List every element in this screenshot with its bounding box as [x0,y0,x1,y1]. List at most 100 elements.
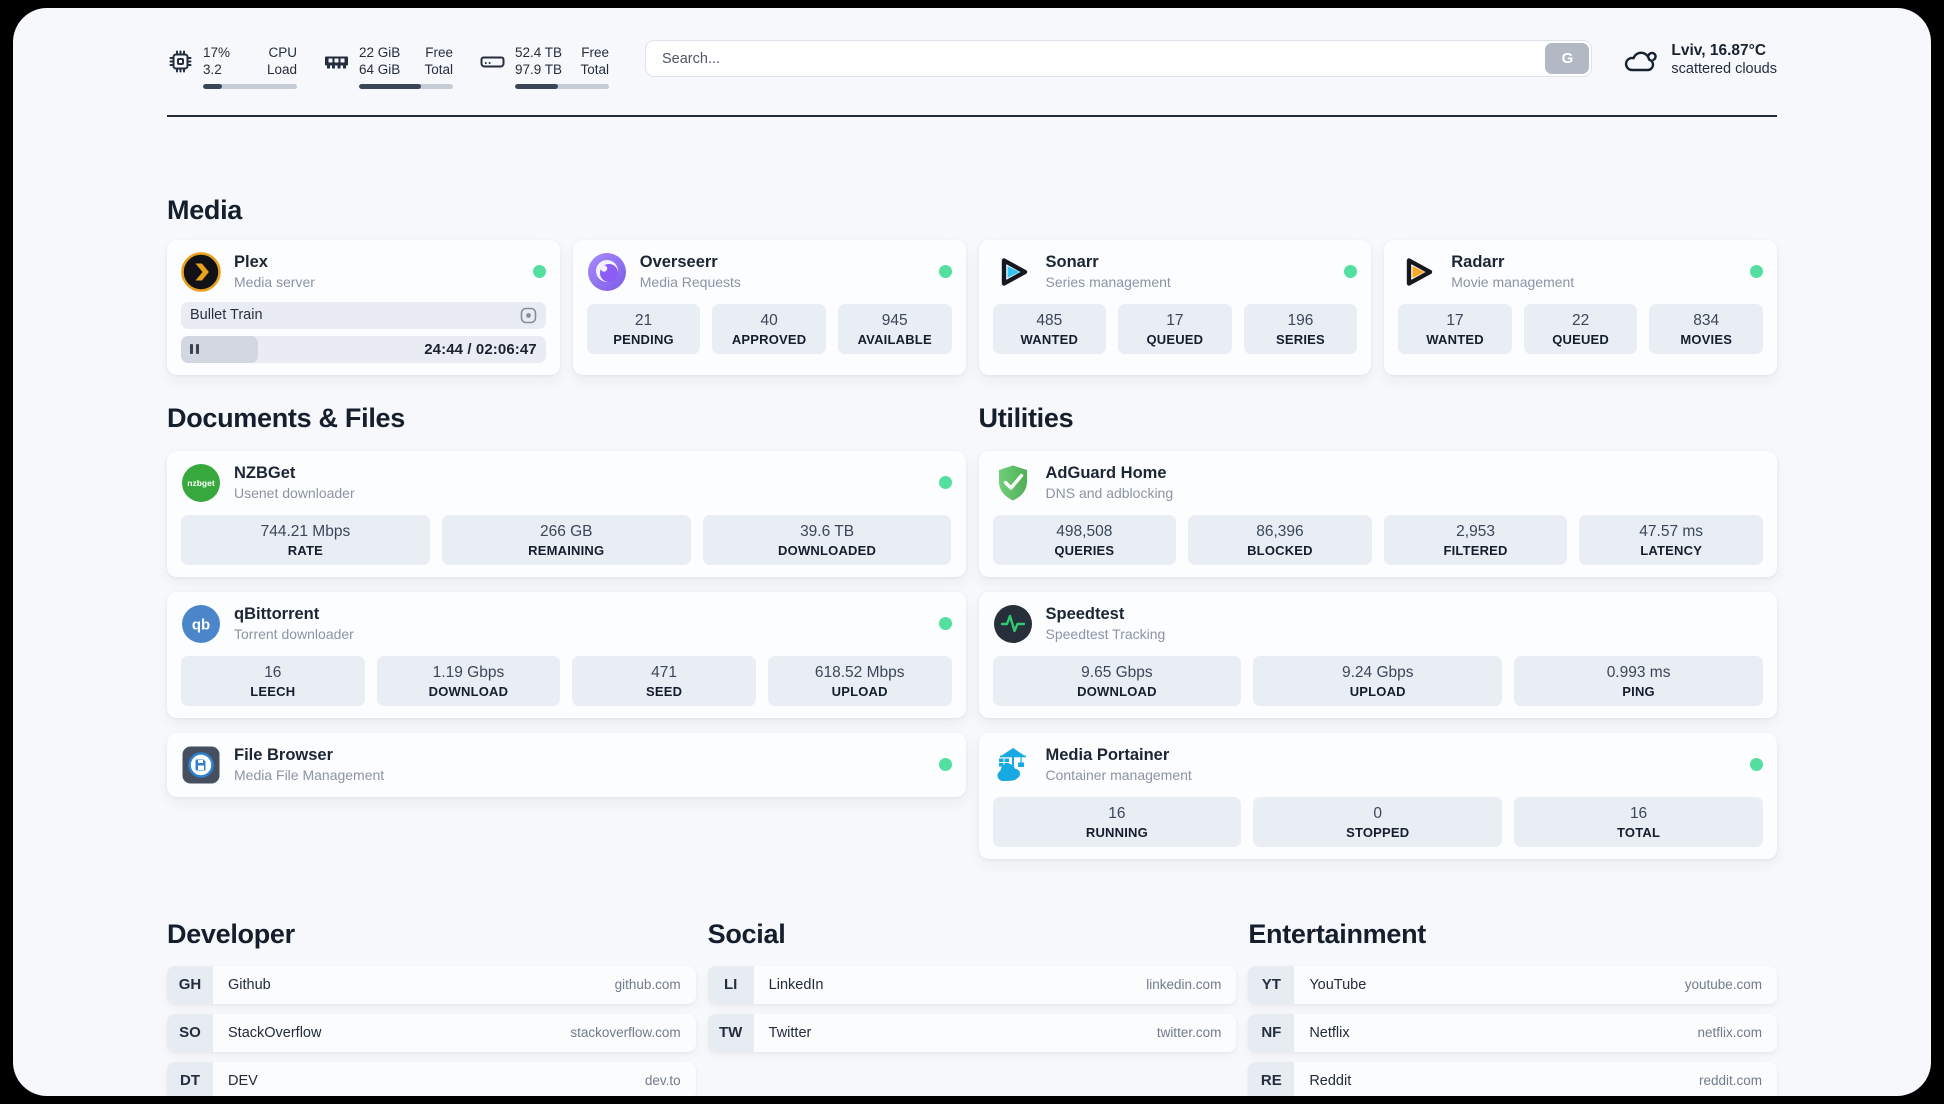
memory-free-value: 22 GiB [359,45,401,60]
status-dot [1750,265,1763,279]
bookmark-name: LinkedIn [768,976,824,993]
bookmark-column-entertainment: Entertainment YT YouTube youtube.com NF … [1248,919,1777,1096]
stat-wanted: 17 WANTED [1398,303,1512,354]
app-subtitle: Speedtest Tracking [1045,626,1166,643]
status-dot [1344,265,1358,279]
stat-downloaded: 39.6 TB DOWNLOADED [702,514,952,565]
app-subtitle: Media File Management [234,767,385,784]
bookmark-url: twitter.com [1156,1025,1222,1041]
weather-widget[interactable]: Lviv, 16.87°C scattered clouds [1622,40,1777,77]
adguard-icon [993,463,1033,503]
bookmark-initials: TW [707,1013,754,1052]
stat-seed: 471 SEED [572,655,756,706]
media-session-icon[interactable] [520,307,537,324]
stat-ping: 0.993 ms PING [1514,655,1763,706]
stat-download: 9.65 Gbps DOWNLOAD [992,655,1242,706]
app-subtitle: Media server [234,274,315,291]
stat-series: 196 SERIES [1243,303,1358,354]
now-playing-row: Bullet Train [181,301,546,329]
weather-location-temp: Lviv, 16.87°C [1671,42,1767,59]
stat-blocked: 86,396 BLOCKED [1188,514,1372,565]
memory-progress-bar [359,83,453,89]
bookmark-stackoverflow[interactable]: SO StackOverflow stackoverflow.com [167,1013,696,1052]
bookmark-url: reddit.com [1698,1073,1762,1089]
stat-download: 1.19 Gbps DOWNLOAD [376,655,561,706]
search-input[interactable] [645,40,1593,77]
svg-text:nzbget: nzbget [187,478,215,488]
filebrowser-icon [181,745,221,785]
bookmark-url: github.com [614,977,681,993]
bookmark-column-developer: Developer GH Github github.com SO StackO… [167,919,696,1096]
memory-free-label: Free [425,45,453,60]
bookmark-reddit[interactable]: RE Reddit reddit.com [1248,1061,1777,1096]
app-subtitle: DNS and adblocking [1045,485,1174,502]
section-title-developer: Developer [167,918,295,949]
app-card-plex[interactable]: Plex Media server Bullet Train [167,239,560,375]
stat-rate: 744.21 Mbps RATE [181,514,430,565]
bookmark-url: linkedin.com [1146,977,1222,993]
app-subtitle: Series management [1045,274,1171,291]
app-card-speedtest[interactable]: Speedtest Speedtest Tracking 9.65 Gbps DO… [978,591,1777,718]
section-title-entertainment: Entertainment [1248,918,1426,949]
status-dot [532,265,546,279]
bookmark-netflix[interactable]: NF Netflix netflix.com [1248,1013,1777,1052]
stat-available: 945 AVAILABLE [837,303,952,354]
bookmark-github[interactable]: GH Github github.com [167,965,696,1004]
bookmark-url: youtube.com [1684,977,1762,993]
section-title-social: Social [707,918,786,949]
bookmark-linkedin[interactable]: LI LinkedIn linkedin.com [707,965,1237,1004]
dashboard-page: 17% 3.2 CPU Load [13,8,1931,1096]
system-stat-memory: 22 GiB 64 GiB Free Total [323,44,453,89]
speedtest-icon [993,604,1033,644]
bookmark-initials: SO [167,1013,213,1052]
app-name: File Browser [234,746,334,765]
stat-running: 16 RUNNING [992,796,1242,847]
seek-bar[interactable]: 24:44 / 02:06:47 [181,335,546,363]
status-dot [938,617,952,631]
utilities-column: Utilities [978,402,1777,859]
system-stat-cpu: 17% 3.2 CPU Load [167,44,297,89]
app-card-sonarr[interactable]: Sonarr Series management 485 WANTED 17 QUE… [978,239,1372,375]
app-card-portainer[interactable]: Media Portainer Container management 16 R… [978,732,1777,859]
pause-button[interactable] [190,344,199,355]
bookmark-name: Twitter [768,1024,812,1041]
bookmark-name: StackOverflow [228,1024,322,1041]
app-card-qbittorrent[interactable]: qb qBittorrent Torrent downloader 16 LEEC… [167,591,966,718]
app-card-adguard[interactable]: AdGuard Home DNS and adblocking 498,508 Q… [978,450,1777,577]
bookmark-name: Reddit [1309,1072,1352,1089]
storage-total-label: Total [580,62,609,78]
plex-icon [181,251,221,292]
stat-pending: 21 PENDING [586,303,701,354]
app-subtitle: Movie management [1451,274,1575,291]
app-card-radarr[interactable]: Radarr Movie management 17 WANTED 22 QUEUE… [1384,239,1777,375]
storage-total-value: 97.9 TB [515,62,563,78]
stat-queued: 17 QUEUED [1118,303,1232,354]
stat-remaining: 266 GB REMAINING [441,514,691,565]
status-dot [1750,758,1763,772]
now-playing-title: Bullet Train [190,307,263,324]
app-card-nzbget[interactable]: nzbget NZBGet Usenet downloader 744.21 M… [167,450,966,577]
app-card-overseerr[interactable]: Overseerr Media Requests 21 PENDING 40 APP… [572,239,966,375]
stat-latency: 47.57 ms LATENCY [1579,514,1763,565]
hard-drive-icon [479,48,506,75]
app-name: Radarr [1451,253,1505,272]
status-dot [938,265,952,279]
cpu-icon [167,48,194,75]
storage-progress-bar [515,83,609,89]
bookmark-url: stackoverflow.com [570,1025,681,1041]
app-card-filebrowser[interactable]: File Browser Media File Management [167,732,966,797]
bookmark-twitter[interactable]: TW Twitter twitter.com [707,1013,1237,1052]
stat-queries: 498,508 QUERIES [992,514,1177,565]
bookmark-youtube[interactable]: YT YouTube youtube.com [1248,965,1777,1004]
sonarr-icon [993,252,1033,292]
overseerr-icon [587,252,627,292]
stat-wanted: 485 WANTED [992,303,1107,354]
cpu-progress-bar [203,83,297,89]
search-engine-button[interactable]: G [1545,43,1590,74]
portainer-icon [993,745,1033,785]
nzbget-icon: nzbget [181,463,221,503]
section-title-documents: Documents & Files [167,402,405,433]
bookmark-name: Github [228,976,271,993]
section-title-utilities: Utilities [978,402,1074,433]
bookmark-dev[interactable]: DT DEV dev.to [167,1061,696,1096]
